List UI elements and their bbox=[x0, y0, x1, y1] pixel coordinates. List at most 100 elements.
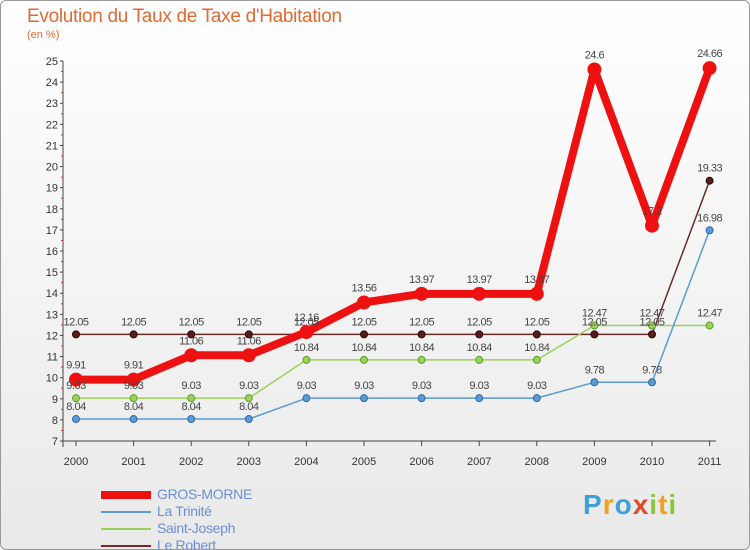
series-line-la-trinite bbox=[76, 230, 711, 420]
logo-letter: r bbox=[602, 489, 615, 520]
x-tick-label: 2002 bbox=[179, 456, 203, 468]
data-point-la-trinite bbox=[648, 378, 656, 387]
x-tick-label: 2009 bbox=[582, 456, 606, 468]
data-label-le-robert: 12.05 bbox=[467, 316, 492, 328]
data-label-gros-morne: 11.06 bbox=[237, 335, 262, 347]
data-point-gros-morne bbox=[69, 372, 83, 387]
y-tick-label: 18 bbox=[46, 204, 58, 216]
data-point-la-trinite bbox=[417, 394, 426, 403]
data-label-le-robert: 12.05 bbox=[582, 316, 607, 328]
legend-item-le-robert: Le Robert bbox=[101, 537, 301, 549]
y-tick-label: 7 bbox=[52, 436, 58, 448]
data-label-gros-morne: 13.97 bbox=[467, 274, 492, 286]
series-line-gros-morne bbox=[76, 65, 714, 384]
y-tick-label: 25 bbox=[46, 56, 58, 68]
data-label-le-robert: 12.05 bbox=[351, 316, 376, 328]
y-axis-unit: (en %) bbox=[27, 29, 60, 41]
data-point-le-robert bbox=[648, 330, 656, 339]
y-tick-label: 24 bbox=[46, 77, 58, 89]
data-label-saint-joseph: 9.03 bbox=[239, 380, 259, 392]
y-tick-label: 16 bbox=[46, 246, 58, 258]
data-point-le-robert bbox=[187, 330, 196, 339]
data-point-gros-morne bbox=[645, 218, 659, 233]
data-point-saint-joseph bbox=[72, 394, 80, 403]
data-point-le-robert bbox=[590, 330, 599, 339]
data-label-gros-morne: 9.91 bbox=[66, 360, 86, 372]
x-tick-label: 2011 bbox=[698, 456, 722, 468]
data-label-la-trinite: 9.03 bbox=[354, 380, 374, 392]
data-point-saint-joseph bbox=[590, 321, 599, 330]
y-tick-label: 17 bbox=[46, 225, 58, 237]
data-point-le-robert bbox=[705, 176, 714, 185]
x-tick-label: 2000 bbox=[64, 456, 88, 468]
series-line-le-robert bbox=[76, 180, 711, 336]
legend-label: La Trinité bbox=[157, 503, 212, 519]
data-label-la-trinite: 8.04 bbox=[181, 401, 201, 413]
data-point-gros-morne bbox=[184, 348, 199, 363]
data-label-le-robert: 12.05 bbox=[294, 316, 319, 328]
data-point-le-robert bbox=[129, 330, 138, 339]
data-label-gros-morne: 17.2 bbox=[642, 206, 662, 218]
data-point-saint-joseph bbox=[360, 355, 368, 364]
data-label-la-trinite: 8.04 bbox=[124, 401, 144, 413]
data-label-gros-morne: 13.97 bbox=[524, 274, 549, 286]
data-label-saint-joseph: 10.84 bbox=[409, 342, 434, 354]
data-point-la-trinite bbox=[244, 415, 253, 424]
data-label-le-robert: 12.05 bbox=[63, 316, 88, 328]
data-point-gros-morne bbox=[241, 348, 256, 363]
x-tick-label: 2003 bbox=[237, 456, 261, 468]
data-point-saint-joseph bbox=[648, 321, 656, 330]
data-label-saint-joseph: 12.47 bbox=[639, 308, 664, 320]
data-point-gros-morne bbox=[414, 286, 429, 301]
data-point-le-robert bbox=[244, 330, 253, 339]
legend-item-la-trinite: La Trinité bbox=[101, 503, 301, 520]
data-label-le-robert: 12.05 bbox=[179, 316, 204, 328]
data-label-la-trinite: 9.78 bbox=[585, 364, 605, 376]
legend-swatch bbox=[101, 545, 151, 547]
chart-title: Evolution du Taux de Taxe d'Habitation bbox=[27, 6, 342, 27]
data-point-saint-joseph bbox=[705, 321, 714, 330]
data-label-saint-joseph: 10.84 bbox=[524, 342, 549, 354]
y-tick-label: 9 bbox=[52, 394, 58, 406]
data-point-gros-morne bbox=[299, 325, 314, 340]
data-point-saint-joseph bbox=[417, 355, 426, 364]
x-tick-label: 2007 bbox=[467, 456, 491, 468]
data-label-saint-joseph: 12.47 bbox=[582, 308, 607, 320]
data-label-gros-morne: 13.56 bbox=[351, 283, 376, 295]
y-tick-label: 10 bbox=[46, 373, 58, 385]
data-point-le-robert bbox=[417, 330, 426, 339]
legend-swatch bbox=[101, 491, 151, 499]
logo-letter: t bbox=[658, 489, 669, 520]
data-point-saint-joseph bbox=[129, 394, 138, 403]
logo-letter: i bbox=[649, 489, 659, 520]
data-point-saint-joseph bbox=[302, 355, 311, 364]
data-label-saint-joseph: 12.47 bbox=[697, 308, 722, 320]
data-point-gros-morne bbox=[587, 62, 602, 77]
data-point-gros-morne bbox=[702, 61, 717, 76]
data-point-gros-morne bbox=[126, 372, 141, 387]
series-line-saint-joseph bbox=[76, 324, 710, 399]
data-label-le-robert: 12.05 bbox=[121, 316, 146, 328]
x-tick-label: 2006 bbox=[409, 456, 433, 468]
data-label-le-robert: 12.05 bbox=[409, 316, 434, 328]
data-label-saint-joseph: 9.03 bbox=[66, 380, 86, 392]
y-tick-label: 22 bbox=[46, 119, 58, 131]
y-tick-label: 23 bbox=[46, 98, 58, 110]
data-point-la-trinite bbox=[72, 415, 80, 424]
legend-label: Saint-Joseph bbox=[157, 520, 236, 536]
data-label-saint-joseph: 10.84 bbox=[351, 342, 376, 354]
x-tick-label: 2001 bbox=[121, 456, 145, 468]
legend-item-gros-morne: GROS-MORNE bbox=[101, 486, 301, 503]
y-tick-label: 21 bbox=[46, 140, 58, 152]
logo-letter: x bbox=[632, 489, 650, 520]
data-point-saint-joseph bbox=[532, 355, 541, 364]
data-label-le-robert: 19.33 bbox=[697, 163, 722, 175]
data-point-la-trinite bbox=[360, 394, 368, 403]
data-label-la-trinite: 9.03 bbox=[412, 380, 432, 392]
data-point-saint-joseph bbox=[187, 394, 196, 403]
legend-swatch bbox=[101, 511, 151, 513]
data-point-gros-morne bbox=[529, 286, 544, 301]
logo-letter: P bbox=[583, 489, 603, 520]
